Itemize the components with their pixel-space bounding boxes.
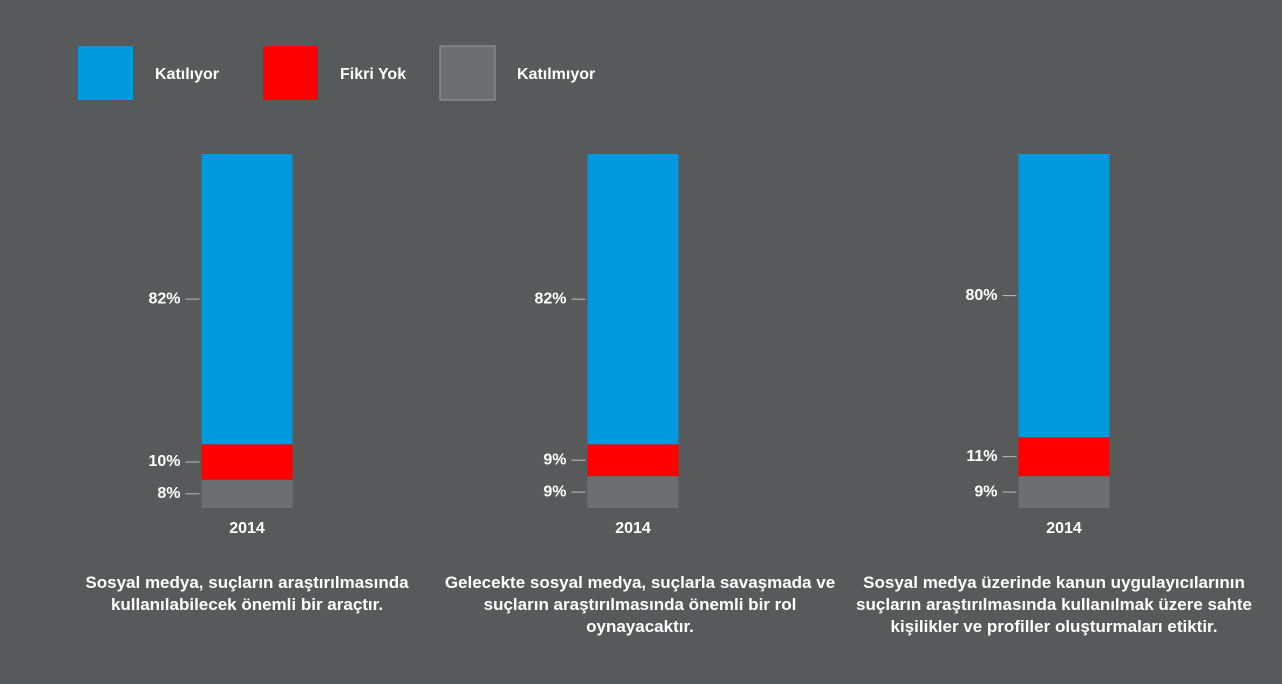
value-label: 9%	[974, 483, 997, 500]
bar-segment	[201, 444, 293, 480]
bar-segment	[201, 479, 293, 508]
bar-segment	[201, 154, 293, 445]
x-tick-label: 2014	[615, 520, 651, 537]
bar-segment	[1018, 476, 1110, 508]
value-label: 9%	[543, 451, 566, 468]
value-label: 11%	[966, 448, 997, 465]
legend-label: Fikri Yok	[340, 66, 406, 83]
x-tick-label: 2014	[229, 520, 265, 537]
caption: Sosyal medya üzerinde kanun uygulayıcıla…	[856, 573, 1252, 636]
bar-segment	[1018, 154, 1110, 438]
x-tick-label: 2014	[1046, 520, 1082, 537]
bar-segment	[587, 476, 679, 508]
value-label: 82%	[534, 290, 566, 307]
caption: Sosyal medya, suçların araştırılmasında …	[85, 573, 409, 614]
caption: Gelecekte sosyal medya, suçlarla savaşma…	[444, 573, 836, 636]
bar-segment	[1018, 437, 1110, 477]
bar-segment	[587, 154, 679, 445]
value-label: 10%	[148, 453, 180, 470]
legend-label: Katılıyor	[155, 66, 219, 83]
value-label: 82%	[148, 290, 180, 307]
legend-swatch	[78, 46, 133, 100]
legend-swatch	[439, 45, 496, 101]
value-label: 8%	[157, 485, 180, 502]
legend-swatch	[263, 46, 318, 100]
bar-segment	[587, 444, 679, 477]
legend-label: Katılmıyor	[517, 66, 595, 83]
value-label: 80%	[965, 287, 997, 304]
value-label: 9%	[543, 483, 566, 500]
